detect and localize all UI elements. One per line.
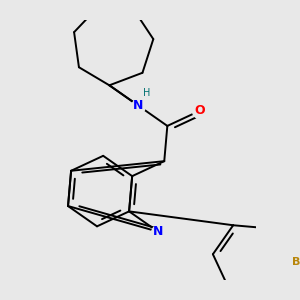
Text: H: H — [143, 88, 151, 98]
Text: O: O — [194, 104, 205, 118]
Text: Br: Br — [292, 257, 300, 267]
Text: N: N — [153, 225, 163, 238]
Text: N: N — [133, 99, 143, 112]
